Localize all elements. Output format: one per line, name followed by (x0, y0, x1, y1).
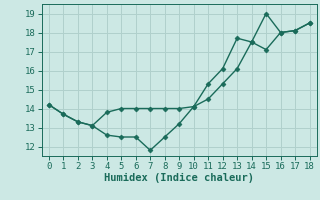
X-axis label: Humidex (Indice chaleur): Humidex (Indice chaleur) (104, 173, 254, 183)
